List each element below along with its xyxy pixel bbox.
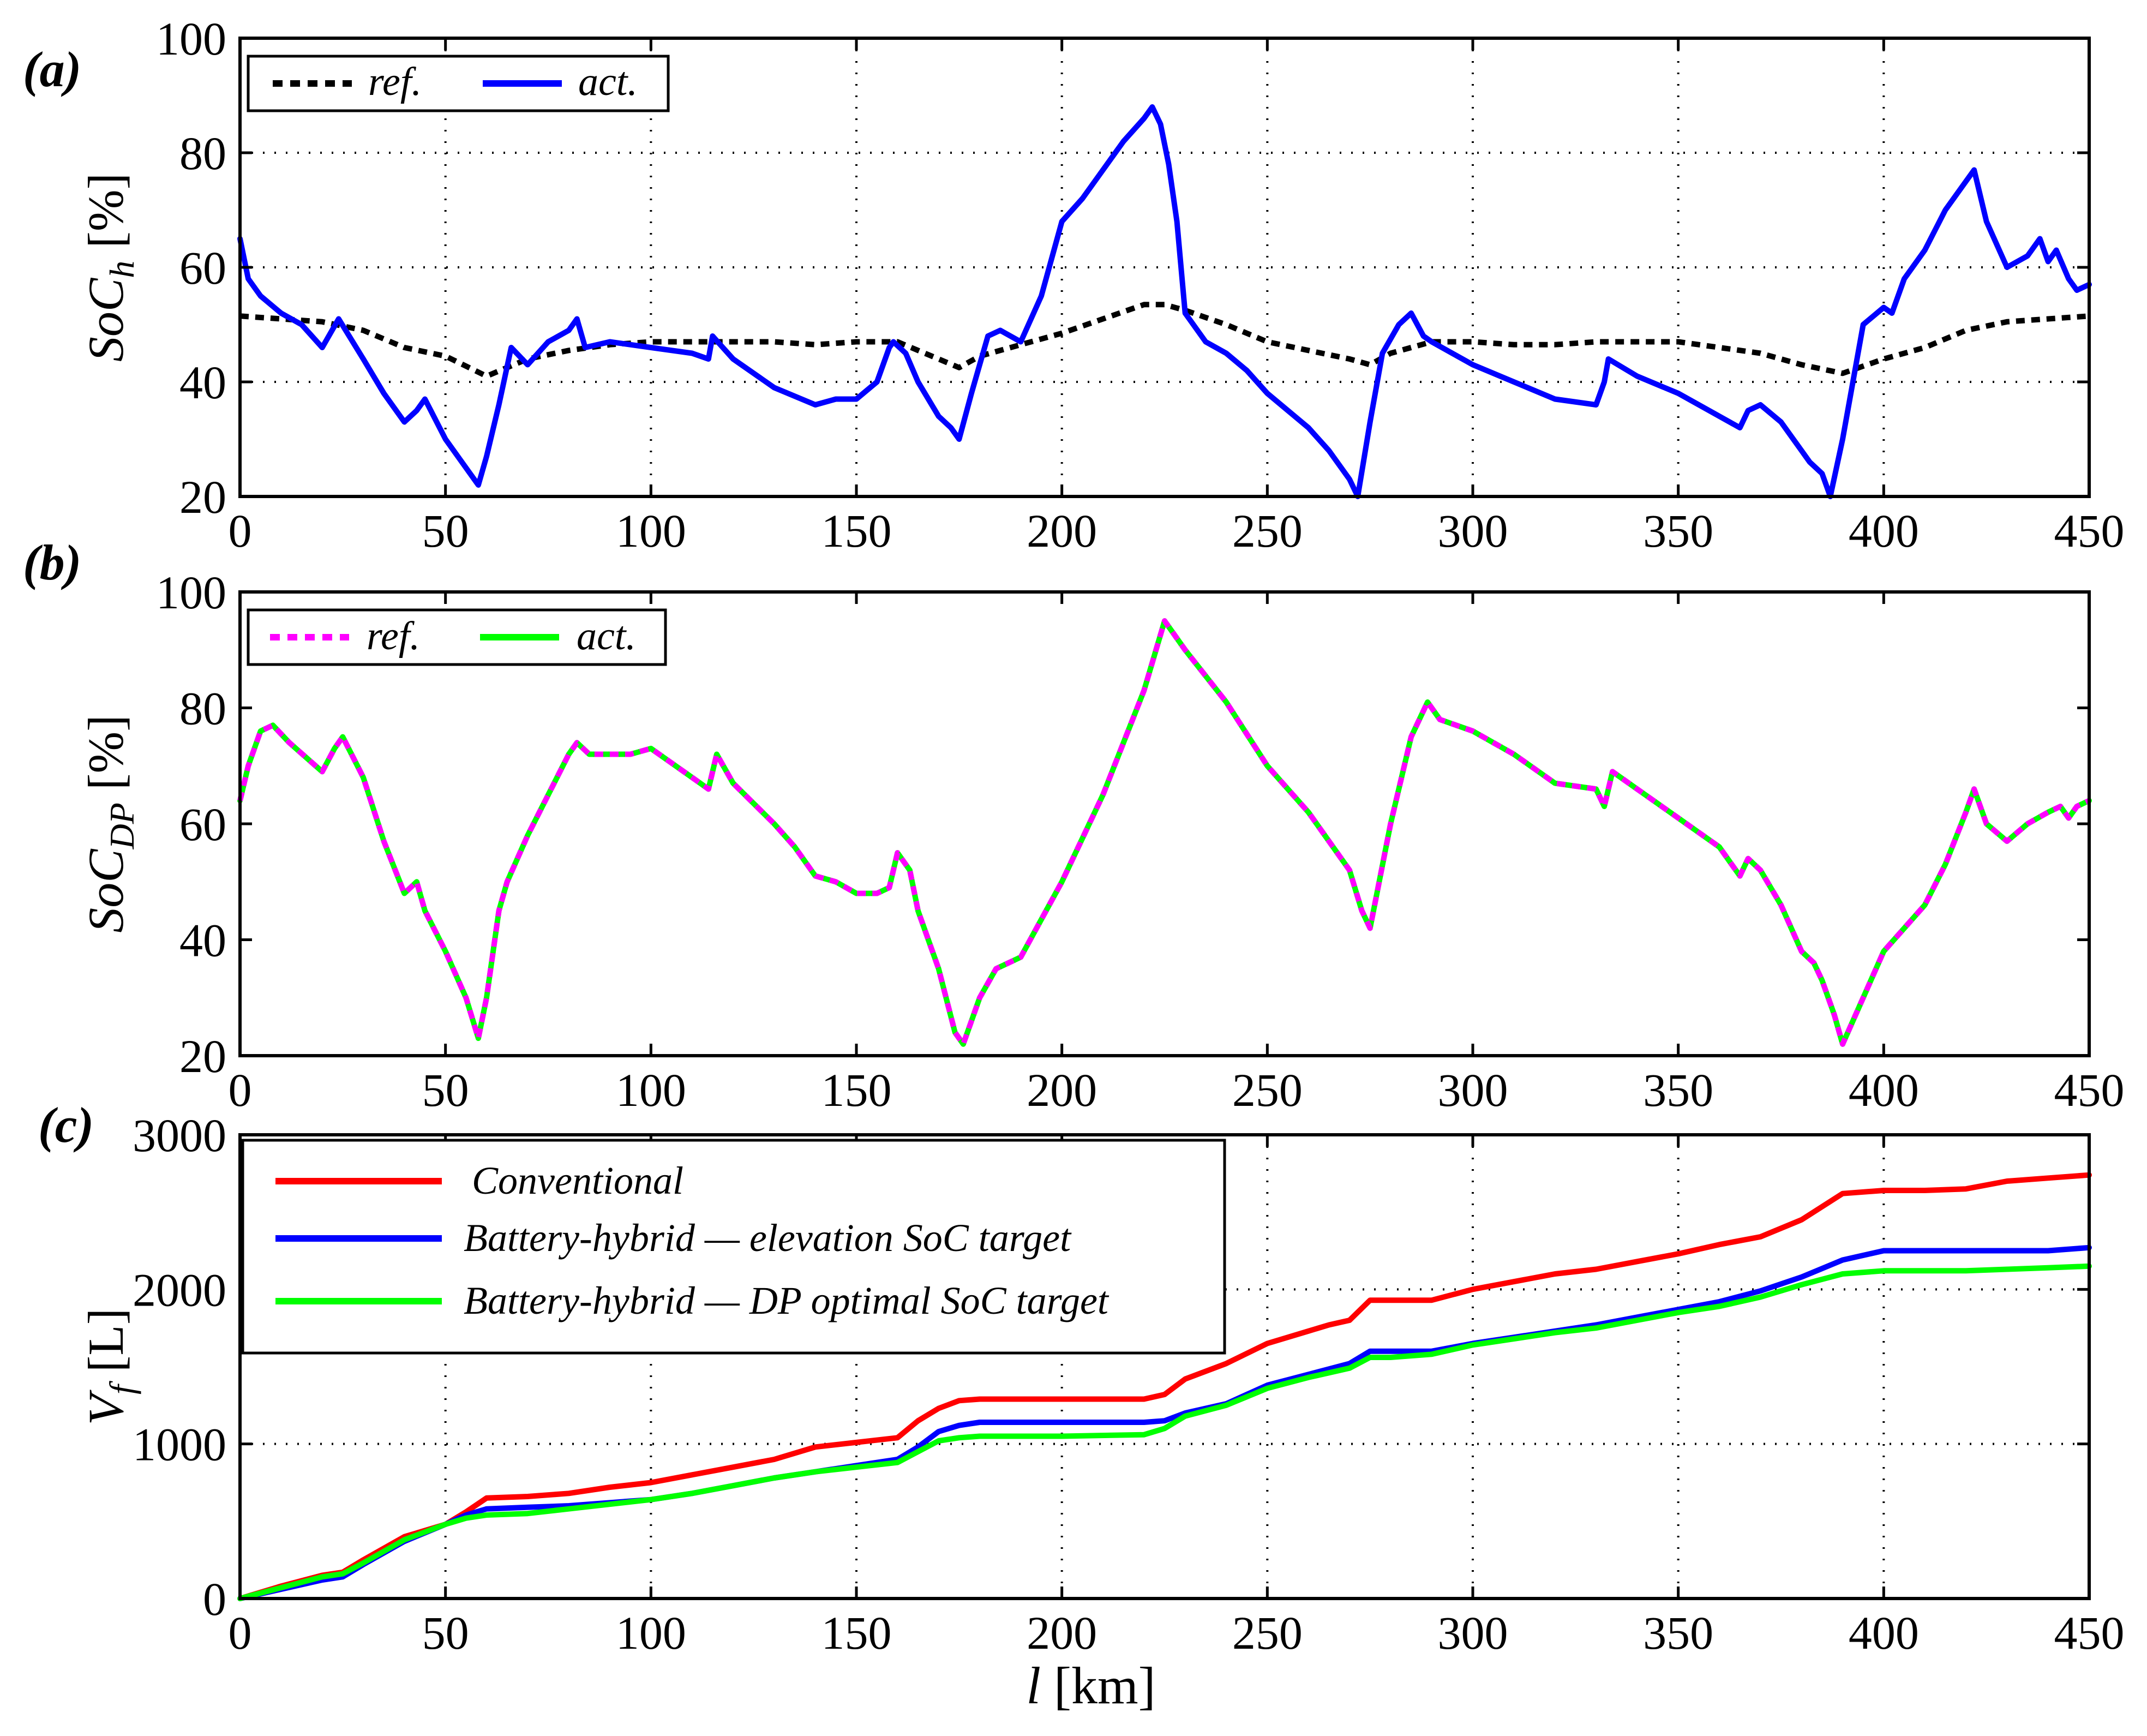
panel-c-xtick-label-250: 250 bbox=[1232, 1607, 1303, 1659]
panel-c-xtick-label-450: 450 bbox=[2054, 1607, 2125, 1659]
panel-b-xtick-label-200: 200 bbox=[1027, 1064, 1097, 1116]
panel-b-xtick-label-50: 50 bbox=[422, 1064, 469, 1116]
panel-c-series-0 bbox=[237, 1172, 2092, 1601]
panel-b-ytick-label-80: 80 bbox=[179, 683, 226, 735]
panel-b-series-0 bbox=[237, 618, 2092, 1047]
panel-c-legend: Conventional Battery-hybrid — elevation … bbox=[241, 1139, 1226, 1355]
panel-a-xtick-label-250: 250 bbox=[1232, 505, 1303, 557]
panel-a-xtick-label-200: 200 bbox=[1027, 505, 1097, 557]
panel-c-ytick-label-3000: 3000 bbox=[133, 1109, 226, 1162]
panel-a-xtick-label-450: 450 bbox=[2054, 505, 2125, 557]
panel-b-xtick-label-400: 400 bbox=[1849, 1064, 1919, 1116]
panel-a-xtick-label-0: 0 bbox=[229, 505, 252, 557]
panel-c-legend-elevation-label: Battery-hybrid — elevation SoC target bbox=[464, 1216, 1072, 1260]
panel-a-ytick-label-100: 100 bbox=[156, 13, 226, 65]
panel-b: (b) 0 50 100 150 200 250 300 350 400 450 20 40 60 80 1… bbox=[23, 535, 2125, 1116]
panel-c-legend-dp-label: Battery-hybrid — DP optimal SoC target bbox=[464, 1279, 1110, 1322]
panel-b-xtick-label-150: 150 bbox=[821, 1064, 892, 1116]
panel-c-ytick-label-1000: 1000 bbox=[133, 1418, 226, 1471]
panel-a-ytick-label-40: 40 bbox=[179, 356, 226, 409]
panel-a-xtick-label-150: 150 bbox=[821, 505, 892, 557]
panel-b-xtick-label-350: 350 bbox=[1643, 1064, 1713, 1116]
panel-c-legend-box bbox=[241, 1139, 1226, 1355]
panel-a-xtick-label-350: 350 bbox=[1643, 505, 1713, 557]
panel-c-xtick-label-100: 100 bbox=[616, 1607, 686, 1659]
panel-c-xlabel: l [km] bbox=[1026, 1656, 1155, 1715]
panel-b-legend-act-label: act. bbox=[577, 614, 636, 659]
panel-b-xtick-label-0: 0 bbox=[229, 1064, 252, 1116]
panel-b-xtick-label-450: 450 bbox=[2054, 1064, 2125, 1116]
panel-b-legend-box bbox=[247, 608, 667, 666]
panel-b-series-1 bbox=[237, 618, 2091, 1047]
panel-c-xtick-label-0: 0 bbox=[229, 1607, 252, 1659]
panel-a-ytick-label-80: 80 bbox=[179, 127, 226, 179]
panel-c-xtick-label-350: 350 bbox=[1643, 1607, 1713, 1659]
panel-b-ytick-label-60: 60 bbox=[179, 798, 226, 851]
panel-c-xtick-label-300: 300 bbox=[1438, 1607, 1508, 1659]
panel-a-legend-ref-label: ref. bbox=[368, 59, 422, 104]
panel-a-series-1 bbox=[237, 104, 2092, 499]
panel-b-legend-ref-label: ref. bbox=[367, 614, 420, 659]
panel-b-ytick-label-20: 20 bbox=[179, 1030, 226, 1082]
panel-c-xtick-label-50: 50 bbox=[422, 1607, 469, 1659]
panel-c-legend-conventional-label: Conventional bbox=[472, 1159, 683, 1202]
panel-c-frame bbox=[238, 1133, 2091, 1600]
panel-a: (a) 0 50 100 150 200 250 300 350 400 450 20 40 60 80 1… bbox=[23, 13, 2125, 557]
panel-a-ytick-label-60: 60 bbox=[179, 242, 226, 294]
panel-b-label: (b) bbox=[23, 535, 81, 590]
panel-a-ylabel: SoCh [%] bbox=[78, 173, 141, 362]
panel-b-legend: ref. act. bbox=[247, 608, 667, 666]
panel-a-legend-box bbox=[247, 55, 670, 112]
panel-a-xtick-label-50: 50 bbox=[422, 505, 469, 557]
panel-c-xtick-label-150: 150 bbox=[821, 1607, 892, 1659]
panel-c-ytick-label-0: 0 bbox=[203, 1573, 226, 1625]
panel-c-series-1 bbox=[237, 1244, 2092, 1601]
panel-b-xtick-label-250: 250 bbox=[1232, 1064, 1303, 1116]
panel-a-legend-act-label: act. bbox=[578, 59, 638, 104]
panel-a-ytick-label-20: 20 bbox=[179, 471, 226, 523]
panel-b-ylabel: SoCDP [%] bbox=[78, 715, 141, 933]
panel-b-xtick-label-100: 100 bbox=[616, 1064, 686, 1116]
panel-a-xtick-label-100: 100 bbox=[616, 505, 686, 557]
panel-c: (c) 0 50 100 150 200 250 300 350 400 450 0 1000 2000… bbox=[38, 1097, 2125, 1715]
panel-a-legend: ref. act. bbox=[247, 55, 670, 112]
panel-b-ytick-label-40: 40 bbox=[179, 914, 226, 967]
panel-c-ytick-label-2000: 2000 bbox=[133, 1264, 226, 1316]
panel-a-xtick-label-300: 300 bbox=[1438, 505, 1508, 557]
panel-c-xtick-label-200: 200 bbox=[1027, 1607, 1097, 1659]
panel-b-xtick-label-300: 300 bbox=[1438, 1064, 1508, 1116]
panel-c-ylabel: Vf [L] bbox=[78, 1308, 141, 1425]
panel-b-ytick-label-100: 100 bbox=[156, 566, 226, 619]
panel-a-xtick-label-400: 400 bbox=[1849, 505, 1919, 557]
panel-a-label: (a) bbox=[23, 41, 81, 97]
panel-c-series-2 bbox=[237, 1263, 2092, 1601]
panel-a-series-0 bbox=[239, 302, 2090, 379]
panel-c-xtick-label-400: 400 bbox=[1849, 1607, 1919, 1659]
panel-c-label: (c) bbox=[38, 1097, 94, 1153]
